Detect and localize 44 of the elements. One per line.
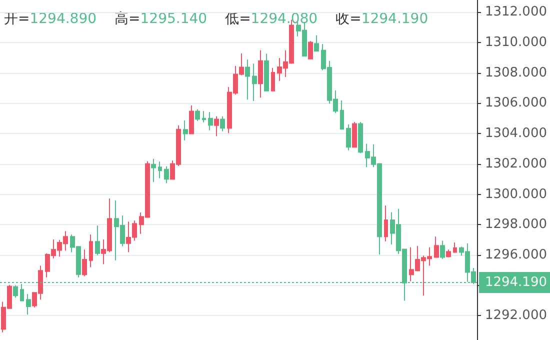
candlestick [245,59,250,100]
candlestick [314,34,319,52]
candlestick [446,249,451,258]
candlestick [453,242,457,254]
candlestick [340,100,344,130]
candlestick [158,161,162,179]
candlestick [358,122,363,154]
candlestick [183,120,188,141]
annotation: 低=1294.080 [225,11,318,27]
y-tick-label: 1300.000 [484,186,547,202]
y-tick-label: 1306.000 [484,96,547,111]
ref-line-label: 1294.190 [484,274,547,290]
candlestick [95,225,100,256]
candlestick [208,112,213,131]
candlestick [352,122,357,148]
candlestick [258,50,263,98]
candlestick [214,116,219,137]
candlestick [220,116,225,132]
candlestick [202,110,206,123]
y-tick-label: 1298.000 [484,217,547,232]
candlestick [151,158,156,183]
candlestick [346,124,351,151]
annotation: 收=1294.190 [336,11,428,27]
candlestick [440,240,445,260]
y-tick-label: 1304.000 [484,126,547,142]
y-tick-label: 1310.000 [484,35,547,50]
candlestick [82,249,87,277]
candlestick [164,166,169,184]
candlestick [384,205,388,242]
y-tick-label: 1302.000 [484,156,547,172]
y-tick-label: 1292.000 [484,308,547,324]
candlestick [271,67,275,92]
candlestick [308,40,313,60]
candlestick [89,234,93,268]
candlestick [252,63,257,102]
y-tick-label: 1308.000 [484,65,547,80]
y-tick-label: 1296.000 [484,248,547,262]
candlestick [195,108,200,122]
candlestick [434,236,439,258]
candlestick [189,104,194,134]
candlestick [13,284,18,298]
candlestick [26,294,31,316]
candlestick [264,53,269,92]
y-tick-label: 1312.000 [484,4,547,20]
